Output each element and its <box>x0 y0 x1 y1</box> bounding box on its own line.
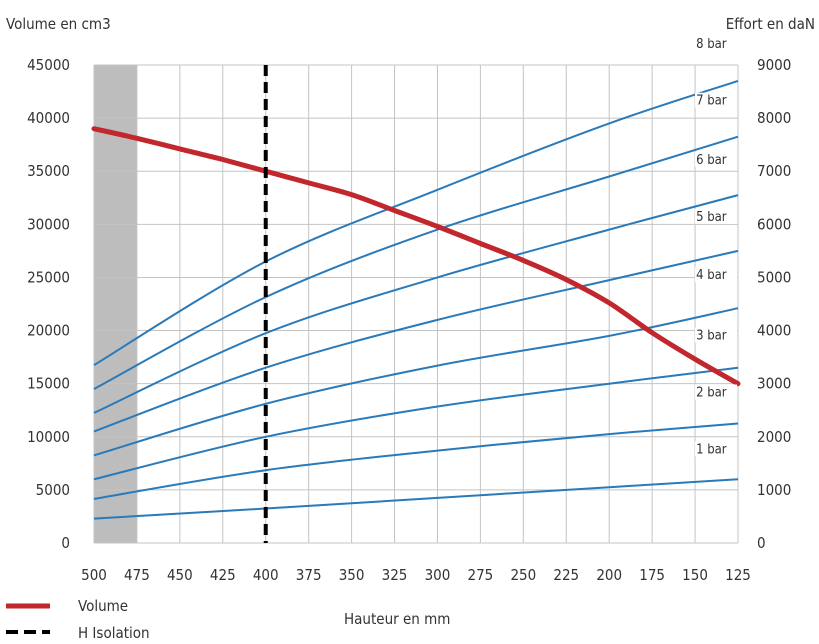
legend-volume-label: Volume <box>78 597 128 615</box>
x-tick-label-14: 150 <box>682 566 708 584</box>
series-label-7: 7 bar <box>696 94 727 109</box>
y-right-tick-label-7: 7000 <box>757 162 791 180</box>
y-left-tick-label-5: 25000 <box>27 268 70 286</box>
series-label-1: 1 bar <box>696 442 727 457</box>
x-tick-label-2: 450 <box>167 566 193 584</box>
x-tick-label-0: 500 <box>81 566 107 584</box>
x-tick-label-5: 375 <box>296 566 322 584</box>
x-tick-label-8: 300 <box>425 566 451 584</box>
x-tick-label-1: 475 <box>124 566 150 584</box>
series-label-6: 6 bar <box>696 153 727 168</box>
y-right-tick-label-4: 4000 <box>757 322 791 340</box>
series-label-bg-7 <box>695 92 738 108</box>
y-right-tick-label-1: 1000 <box>757 481 791 499</box>
force-series-line-1 <box>93 478 739 520</box>
x-tick-label-9: 275 <box>468 566 494 584</box>
y-left-tick-label-4: 20000 <box>27 322 70 340</box>
x-tick-label-13: 175 <box>639 566 665 584</box>
grid-layer <box>93 64 739 544</box>
x-tick-label-7: 325 <box>382 566 408 584</box>
force-series-line-2 <box>93 422 739 500</box>
y-left-axis-title: Volume en cm3 <box>6 15 111 33</box>
y-right-tick-label-2: 2000 <box>757 428 791 446</box>
y-left-tick-label-8: 40000 <box>27 109 70 127</box>
y-right-axis-title: Effort en daN <box>726 15 815 33</box>
y-right-tick-label-3: 3000 <box>757 375 791 393</box>
y-right-tick-label-0: 0 <box>757 534 766 552</box>
x-tick-label-12: 200 <box>596 566 622 584</box>
x-tick-label-10: 250 <box>510 566 536 584</box>
series-label-bg-3 <box>695 327 738 343</box>
force-series-layer <box>93 79 739 520</box>
series-label-layer: 1 bar 2 bar 3 bar 4 bar 5 bar 6 bar 7 bar 8 bar <box>695 35 738 457</box>
force-series-line-5 <box>93 249 739 433</box>
y-left-tick-label-6: 30000 <box>27 215 70 233</box>
y-right-tick-label-6: 6000 <box>757 215 791 233</box>
volume-series-layer <box>91 126 741 387</box>
force-series-line-8 <box>93 79 739 366</box>
force-series-line-3 <box>93 366 739 481</box>
x-tick-label-6: 350 <box>339 566 365 584</box>
y-left-tick-label-3: 15000 <box>27 375 70 393</box>
series-label-8: 8 bar <box>696 37 727 52</box>
series-label-bg-8 <box>695 35 738 51</box>
series-label-bg-4 <box>695 267 738 283</box>
volume-series-line <box>91 126 741 387</box>
x-tick-label-11: 225 <box>553 566 579 584</box>
x-tick-label-4: 400 <box>253 566 279 584</box>
series-label-bg-6 <box>695 152 738 168</box>
x-tick-label-3: 425 <box>210 566 236 584</box>
force-series-line-6 <box>93 194 739 414</box>
series-label-bg-1 <box>695 441 738 457</box>
series-label-2: 2 bar <box>696 386 727 401</box>
tick-label-layer: 500 475 450 425 400 375 350 325 300 275 250 225 200 1… <box>27 56 791 584</box>
shaded-region <box>94 65 137 543</box>
x-tick-label-15: 125 <box>725 566 751 584</box>
series-label-bg-2 <box>695 384 738 400</box>
y-right-tick-label-8: 8000 <box>757 109 791 127</box>
series-label-4: 4 bar <box>696 268 727 283</box>
y-right-tick-label-9: 9000 <box>757 56 791 74</box>
y-left-tick-label-7: 35000 <box>27 162 70 180</box>
force-series-line-7 <box>93 135 739 390</box>
y-left-tick-label-0: 0 <box>61 534 70 552</box>
series-label-3: 3 bar <box>696 329 727 344</box>
series-label-bg-5 <box>695 208 738 224</box>
y-left-tick-label-9: 45000 <box>27 56 70 74</box>
y-right-tick-label-5: 5000 <box>757 268 791 286</box>
legend-h-isolation-label: H Isolation <box>78 624 150 642</box>
y-left-tick-label-1: 5000 <box>36 481 70 499</box>
series-label-5: 5 bar <box>696 210 727 225</box>
y-left-tick-label-2: 10000 <box>27 428 70 446</box>
legend: Volume H Isolation <box>6 597 150 642</box>
shaded-region-layer <box>94 65 137 543</box>
x-axis-title: Hauteur en mm <box>344 610 450 628</box>
